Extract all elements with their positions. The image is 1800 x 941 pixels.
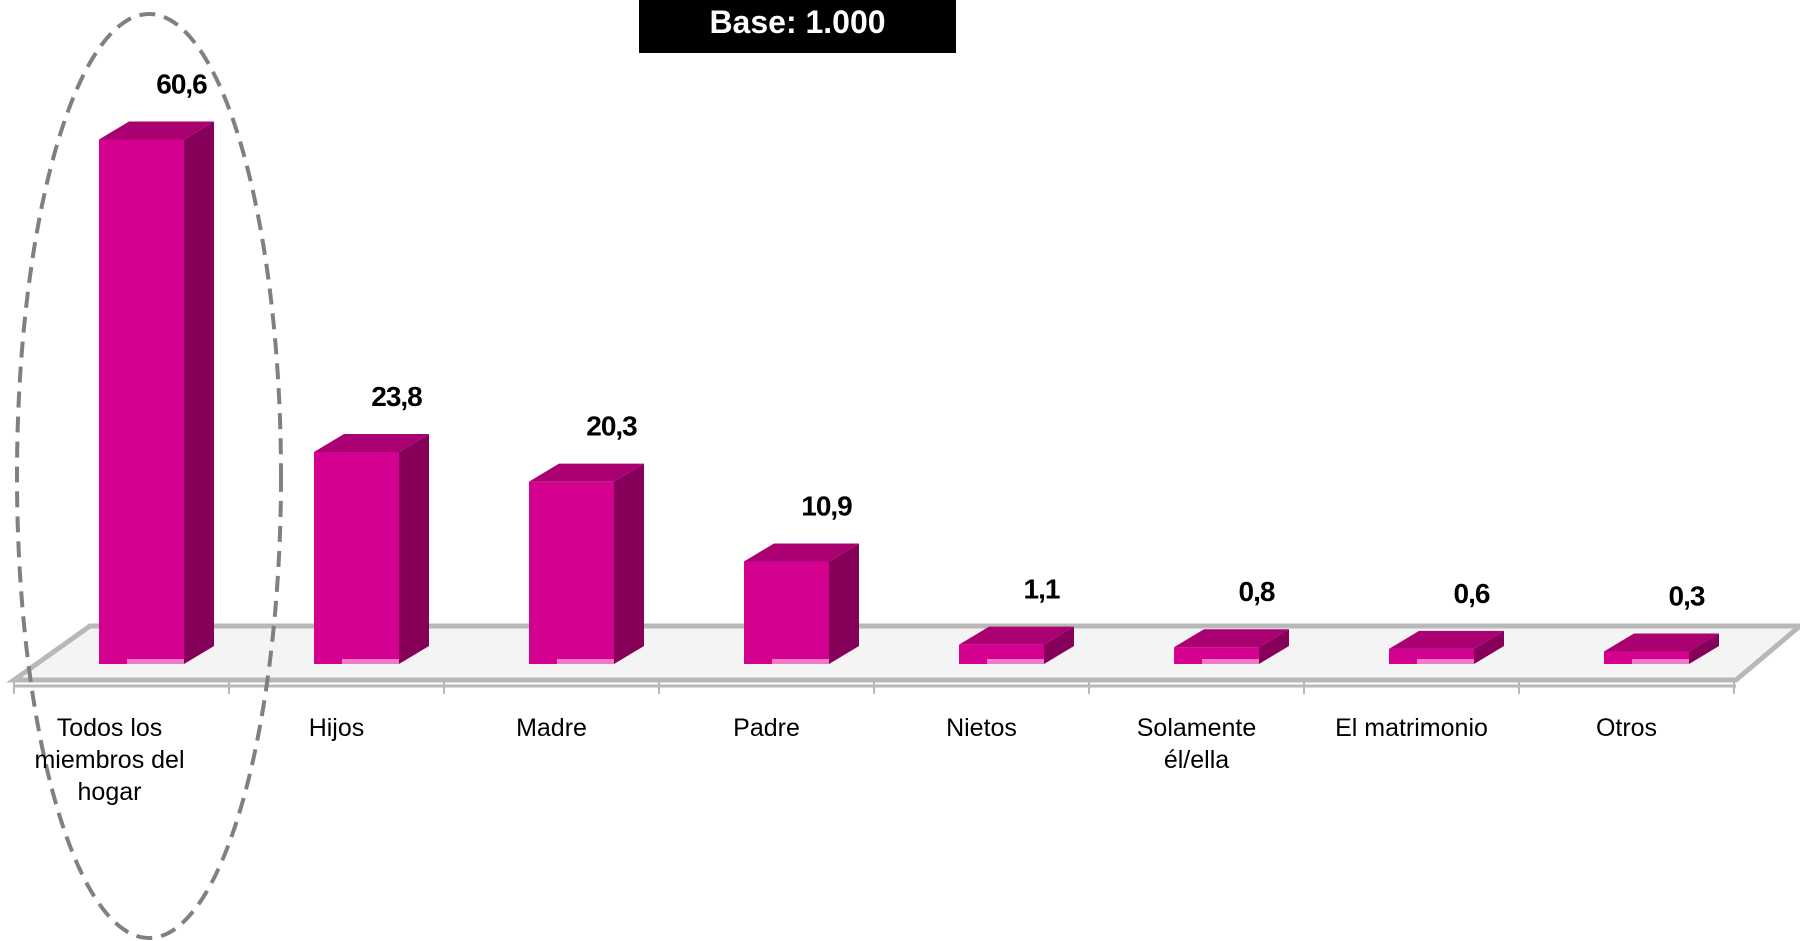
x-tick-label: Hijos	[308, 714, 365, 742]
bar-side	[1259, 629, 1289, 664]
bar-top	[1389, 630, 1504, 649]
bar-top	[744, 543, 859, 562]
value-label: 0,8	[1239, 576, 1275, 607]
bar-base	[342, 659, 399, 664]
bar	[314, 451, 399, 664]
bar-top	[314, 433, 429, 452]
value-label: 0,3	[1669, 580, 1705, 611]
bar-base	[557, 659, 614, 664]
bar-base	[1202, 659, 1259, 664]
x-tick-label: Padre	[733, 714, 800, 742]
value-label: 0,6	[1454, 578, 1490, 609]
bar-top	[1174, 629, 1289, 648]
bar-base	[1417, 659, 1474, 664]
value-label: 10,9	[801, 490, 852, 521]
bar	[99, 139, 184, 665]
bar-base	[1632, 659, 1689, 664]
bar-side	[1689, 633, 1719, 664]
value-label: 23,8	[371, 381, 422, 412]
highlight-ellipse	[15, 12, 283, 940]
chart-title: Base: 1.000	[639, 0, 956, 53]
bar	[744, 561, 829, 664]
x-tick-label: Nietos	[946, 714, 1017, 742]
x-tick-label: El matrimonio	[1335, 714, 1488, 742]
bar-base	[127, 659, 184, 664]
value-label: 20,3	[586, 411, 637, 442]
bar-top	[959, 626, 1074, 645]
bar-top	[529, 463, 644, 482]
bar-top	[1604, 633, 1719, 652]
value-label: 1,1	[1024, 574, 1060, 605]
bar-side	[1044, 626, 1074, 664]
bar	[529, 481, 614, 664]
bar-side	[614, 463, 644, 664]
value-label: 60,6	[156, 69, 207, 100]
x-tick-label: Solamente él/ella	[1136, 714, 1257, 774]
bar-base	[772, 659, 829, 664]
bar-base	[987, 659, 1044, 664]
floor	[6, 623, 1800, 683]
bar-side	[1474, 630, 1504, 664]
bar-side	[399, 433, 429, 664]
bar-side	[184, 121, 214, 665]
x-tick-label: Otros	[1595, 714, 1658, 742]
bar-top	[99, 121, 214, 140]
bar-side	[829, 543, 859, 664]
x-tick-label: Madre	[516, 714, 587, 742]
x-tick-label: Todos los miembros del hogar	[34, 714, 185, 806]
